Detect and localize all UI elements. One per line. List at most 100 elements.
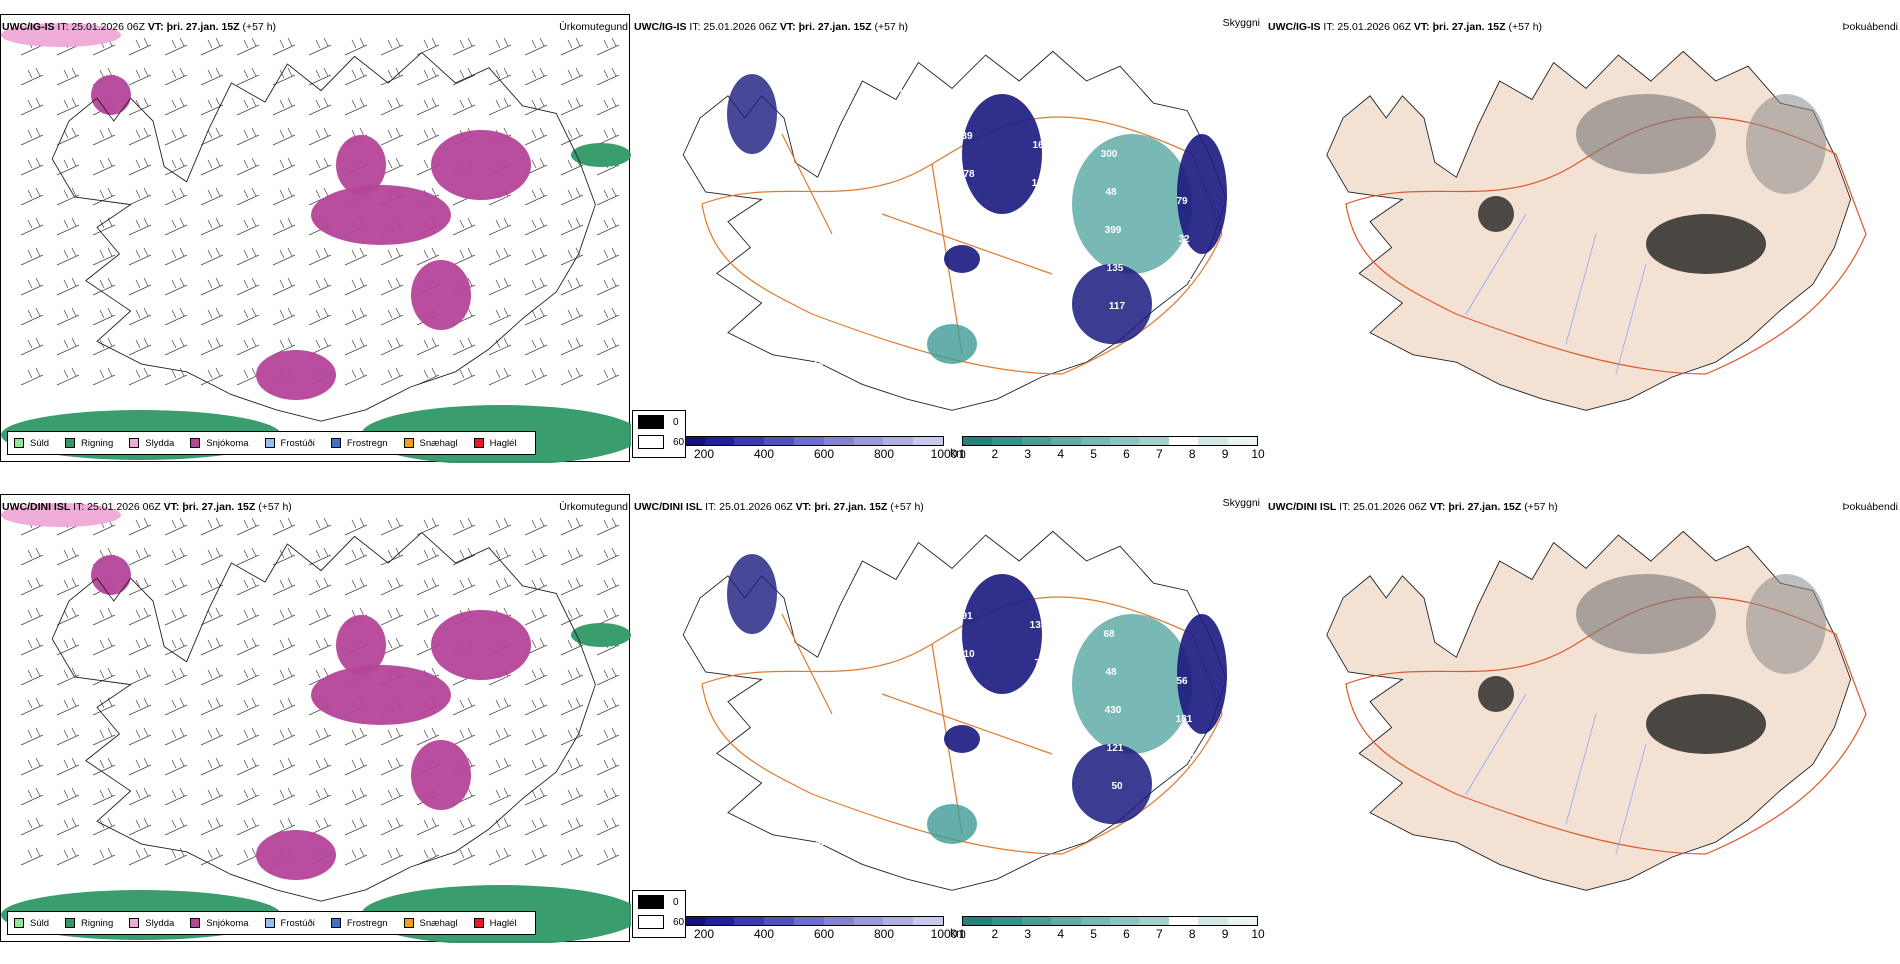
low-cloud-area — [1177, 614, 1227, 734]
cloud-base-label: 430 — [1105, 705, 1122, 716]
wind-barb — [20, 277, 44, 296]
wind-barb — [308, 607, 332, 626]
wind-barb — [236, 787, 260, 806]
wind-barb — [272, 247, 296, 266]
wind-barb — [236, 247, 260, 266]
wind-barb — [20, 697, 44, 716]
wind-barb — [56, 667, 80, 686]
cloud-base-label: 115 — [811, 799, 828, 810]
wind-barb — [20, 577, 44, 596]
colorbar-segment — [913, 917, 943, 925]
wind-barb — [452, 547, 476, 566]
legend-swatch — [14, 918, 24, 928]
colorbar-segment — [1110, 917, 1140, 925]
fog-legend-swatch-black — [638, 895, 664, 909]
cloud-base-label: 278 — [807, 723, 824, 734]
precip-type-map — [1, 23, 631, 463]
wind-barb — [128, 757, 152, 776]
colorbar-segment — [1080, 917, 1111, 925]
cloud-base-label: 10 — [963, 649, 975, 660]
cloud-base-label: 92 — [1180, 272, 1192, 283]
colorbar-unit: km — [950, 926, 966, 940]
legend-item: Slydda — [129, 918, 174, 929]
visibility-area — [927, 804, 977, 844]
rain-area — [571, 623, 631, 647]
wind-barb — [596, 757, 620, 776]
wind-barb — [596, 787, 620, 806]
wind-barb — [596, 217, 620, 236]
wind-barb — [488, 517, 512, 536]
wind-barb — [20, 367, 44, 386]
fog-indicator-panel: UWC/IG-IS IT: 25.01.2026 06Z VT: þri. 27… — [1266, 14, 1900, 484]
cloud-base-label: 41 — [815, 837, 827, 848]
wind-barb — [56, 187, 80, 206]
cloud-base-label: 300 — [1101, 149, 1118, 160]
forecast-row-dini: Súld Rigning Slydda Snjókoma Frostúði Frostre… — [0, 494, 1900, 964]
wind-barb — [560, 727, 584, 746]
wind-barb — [200, 187, 224, 206]
wind-barb — [20, 547, 44, 566]
wind-barb — [20, 157, 44, 176]
fog-legend: 0 60 — [632, 410, 686, 458]
wind-barb — [20, 667, 44, 686]
wind-barb — [200, 817, 224, 836]
wind-barb — [56, 337, 80, 356]
colorbar-segment — [674, 437, 705, 445]
wind-barb — [380, 367, 404, 386]
wind-barb — [308, 517, 332, 536]
wind-barb — [164, 277, 188, 296]
cloud-base-label: 56 — [1176, 676, 1188, 687]
wind-barb — [200, 247, 224, 266]
wind-barb — [200, 787, 224, 806]
wind-barb — [92, 277, 116, 296]
cloud-base-label: 15 — [811, 761, 823, 772]
snow-area — [411, 740, 471, 810]
wind-barb — [20, 307, 44, 326]
low-cloud-area — [1072, 264, 1152, 344]
colorbar-segment — [883, 437, 914, 445]
wind-barb — [524, 607, 548, 626]
panel-title: Úrkomutegund — [559, 21, 628, 33]
colorbar-segment — [823, 437, 854, 445]
visibility-colorbar: 1 2 3 4 5 6 7 8 9 10 km — [950, 436, 1265, 466]
cloud-base-label: 50 — [1111, 781, 1123, 792]
cloud-base-label: 90 — [888, 564, 900, 575]
wind-barb — [488, 697, 512, 716]
legend-item: Súld — [14, 438, 49, 449]
colorbar-tick: 5 — [1090, 447, 1097, 461]
wind-barb — [560, 307, 584, 326]
wind-barb — [380, 787, 404, 806]
lead-time: (+57 h) — [1508, 21, 1543, 33]
iceland-coastline — [51, 531, 596, 902]
lead-time: (+57 h) — [258, 501, 292, 513]
wind-barb — [20, 757, 44, 776]
ring-road — [1345, 116, 1867, 375]
wind-barb — [416, 67, 440, 86]
fog-area — [1646, 694, 1766, 754]
fog-legend-label: 60 — [673, 437, 685, 448]
wind-barb — [56, 697, 80, 716]
wind-barb — [200, 517, 224, 536]
colorbar-segment — [1051, 437, 1081, 445]
cloud-base-label: 61 — [1030, 582, 1042, 593]
wind-barb — [128, 307, 152, 326]
wind-barb — [128, 847, 152, 866]
wind-barb — [560, 127, 584, 146]
wind-barb — [164, 97, 188, 116]
colorbar-tick: 600 — [813, 447, 835, 461]
river-network — [1465, 213, 1647, 375]
wind-barb — [560, 697, 584, 716]
legend-label: Snæhagl — [419, 437, 458, 449]
wind-barb — [596, 817, 620, 836]
visibility-area — [1072, 614, 1192, 754]
wind-barb — [20, 727, 44, 746]
wind-barb — [452, 217, 476, 236]
colorbar-segment — [1198, 437, 1228, 445]
cloud-base-label: 63 — [746, 546, 758, 557]
wind-barb — [20, 847, 44, 866]
wind-barb — [236, 697, 260, 716]
fog-area — [1646, 214, 1766, 274]
wind-barb — [380, 847, 404, 866]
wind-barb — [344, 367, 368, 386]
wind-barb — [560, 217, 584, 236]
